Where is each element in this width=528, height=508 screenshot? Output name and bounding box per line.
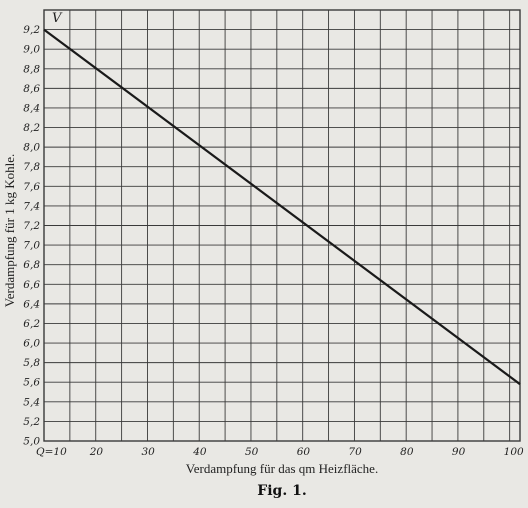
- y-axis-symbol: V: [52, 11, 63, 26]
- figure-caption: Fig. 1.: [257, 483, 306, 499]
- x-tick-label: 90: [452, 446, 466, 458]
- y-tick-label: 5,6: [23, 377, 40, 389]
- x-tick-label: 40: [192, 446, 207, 458]
- y-tick-label: 8,8: [23, 63, 40, 75]
- y-tick-label: 8,4: [23, 102, 40, 114]
- x-tick-labels: Q=10 20 30 40 50 60 70 80 90 100: [36, 446, 524, 458]
- y-tick-label: 6,6: [23, 279, 40, 291]
- x-tick-label: Q=10: [36, 446, 67, 458]
- y-tick-label: 5,4: [23, 396, 40, 408]
- series-layer: [43, 28, 521, 386]
- x-tick-label: 60: [297, 446, 311, 458]
- y-tick-label: 6,4: [23, 298, 40, 310]
- y-tick-label: 5,2: [23, 416, 40, 428]
- x-tick-label: 50: [245, 446, 259, 458]
- x-tick-label: 30: [141, 446, 155, 458]
- y-tick-label: 7,4: [23, 200, 40, 212]
- y-tick-label: 5,8: [23, 357, 40, 369]
- x-tick-label: 20: [89, 446, 104, 458]
- x-axis-title: Verdampfung für das qm Heizfläche.: [186, 461, 378, 476]
- y-tick-label: 8,2: [23, 122, 40, 134]
- x-tick-label: 70: [348, 446, 362, 458]
- y-axis-title: Verdampfung für 1 kg Kohle.: [2, 154, 17, 307]
- y-tick-label: 7,2: [23, 220, 40, 232]
- x-tick-label: 100: [504, 446, 524, 458]
- grid: [43, 9, 521, 442]
- y-tick-label: 5,0: [23, 436, 40, 448]
- y-tick-label: 7,0: [23, 240, 40, 252]
- y-tick-labels: 5,0 5,2 5,4 5,6 5,8 6,0 6,2 6,4 6,6 6,8 7,0 7,2 7,4 7…: [23, 24, 40, 447]
- y-tick-label: 6,0: [23, 338, 40, 350]
- y-tick-label: 7,8: [23, 161, 40, 173]
- y-tick-label: 9,0: [23, 44, 40, 56]
- y-tick-label: 6,8: [23, 259, 40, 271]
- y-tick-label: 6,2: [23, 318, 40, 330]
- y-tick-label: 8,6: [23, 83, 40, 95]
- y-tick-label: 7,6: [23, 181, 40, 193]
- x-tick-label: 80: [400, 446, 414, 458]
- y-tick-label: 9,2: [23, 24, 40, 36]
- y-tick-label: 8,0: [23, 142, 40, 154]
- series-line: [43, 28, 521, 386]
